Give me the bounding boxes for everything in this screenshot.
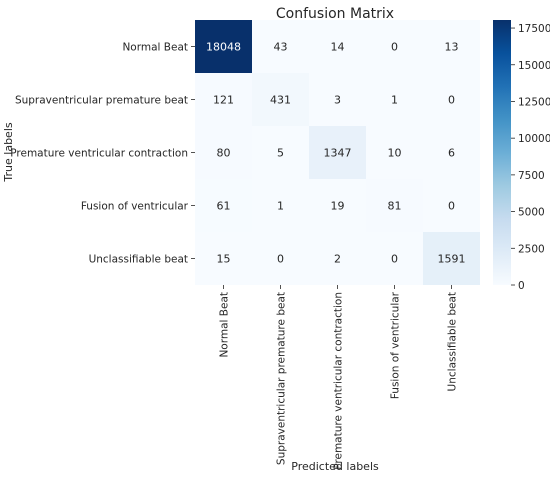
heatmap-cell	[423, 73, 480, 126]
heatmap-cell	[252, 232, 309, 285]
cell-value-label: 18048	[206, 41, 241, 54]
heatmap-cell	[309, 126, 366, 179]
colorbar-tick-label: 17500	[518, 23, 550, 35]
heatmap-cell	[309, 232, 366, 285]
colorbar-tick-label: 7500	[518, 170, 545, 182]
heatmap-cell	[366, 232, 423, 285]
heatmap-cell	[309, 73, 366, 126]
colorbar-tick-label: 2500	[518, 243, 545, 255]
cell-value-label: 1591	[438, 253, 466, 266]
x-tick-label: Unclassifiable beat	[447, 292, 459, 391]
heatmap-cell	[366, 20, 423, 73]
heatmap-cell	[309, 20, 366, 73]
colorbar-tick-label: 5000	[518, 207, 545, 219]
heatmap-cell	[423, 126, 480, 179]
heatmap-cell	[195, 179, 252, 232]
colorbar-tick-label: 0	[518, 280, 525, 292]
y-axis-label: True labels	[2, 122, 15, 182]
y-tick-label: Unclassifiable beat	[89, 254, 188, 266]
x-tick-label: Fusion of ventricular	[390, 291, 402, 399]
colorbar	[493, 20, 511, 285]
row-labels: Normal Beat Supraventricular premature be…	[10, 42, 195, 266]
heatmap-cell	[252, 73, 309, 126]
colorbar-ticks: 0 2500 5000 7500 10000 12500 15000 17500	[511, 23, 550, 292]
x-tick-label: Premature ventricular contraction	[333, 292, 345, 470]
cell-value-label: 43	[274, 41, 288, 54]
colorbar-tick-label: 12500	[518, 96, 550, 108]
y-tick-label: Supraventricular premature beat	[15, 95, 188, 107]
heatmap-cell	[195, 126, 252, 179]
cell-value-label: 80	[217, 147, 231, 160]
cell-value-label: 6	[448, 147, 455, 160]
cell-value-label: 1	[391, 94, 398, 107]
heatmap-cell	[366, 179, 423, 232]
y-tick-label: Fusion of ventricular	[81, 201, 189, 213]
heatmap-cell	[252, 179, 309, 232]
cell-value-label: 3	[334, 94, 341, 107]
heatmap-cell	[195, 73, 252, 126]
heatmap-cell	[366, 126, 423, 179]
column-labels: Normal Beat Supraventricular premature be…	[219, 285, 459, 470]
cell-value-label: 19	[331, 200, 345, 213]
heatmap-cell	[366, 73, 423, 126]
cell-value-label: 15	[217, 253, 231, 266]
cell-value-label: 5	[277, 147, 284, 160]
colorbar-tick-label: 15000	[518, 60, 550, 72]
heatmap-cell	[423, 179, 480, 232]
cell-value-label: 14	[331, 41, 345, 54]
heatmap-cell	[423, 232, 480, 285]
cell-value-label: 81	[388, 200, 402, 213]
heatmap-cell	[423, 20, 480, 73]
x-tick-label: Supraventricular premature beat	[276, 292, 288, 465]
cell-value-label: 0	[391, 41, 398, 54]
heatmap-cell	[195, 20, 252, 73]
cell-value-label: 1	[277, 200, 284, 213]
cell-value-label: 0	[391, 253, 398, 266]
y-tick-label: Premature ventricular contraction	[10, 148, 188, 160]
cell-value-label: 10	[388, 147, 402, 160]
cell-value-label: 431	[270, 94, 291, 107]
colorbar-tick-label: 10000	[518, 133, 550, 145]
x-tick-label: Normal Beat	[219, 292, 231, 358]
cell-value-label: 2	[334, 253, 341, 266]
cell-value-label: 1347	[324, 147, 352, 160]
cell-value-label: 13	[445, 41, 459, 54]
heatmap-cell	[309, 179, 366, 232]
heatmap-cell	[195, 232, 252, 285]
cell-value-label: 0	[277, 253, 284, 266]
cell-value-label: 121	[213, 94, 234, 107]
heatmap-cell	[252, 20, 309, 73]
cell-value-label: 0	[448, 200, 455, 213]
cell-value-label: 61	[217, 200, 231, 213]
heatmap-cell	[252, 126, 309, 179]
cell-value-label: 0	[448, 94, 455, 107]
y-tick-label: Normal Beat	[122, 42, 188, 54]
chart-title: Confusion Matrix	[276, 6, 394, 22]
x-axis-label: Predicted labels	[291, 460, 379, 473]
